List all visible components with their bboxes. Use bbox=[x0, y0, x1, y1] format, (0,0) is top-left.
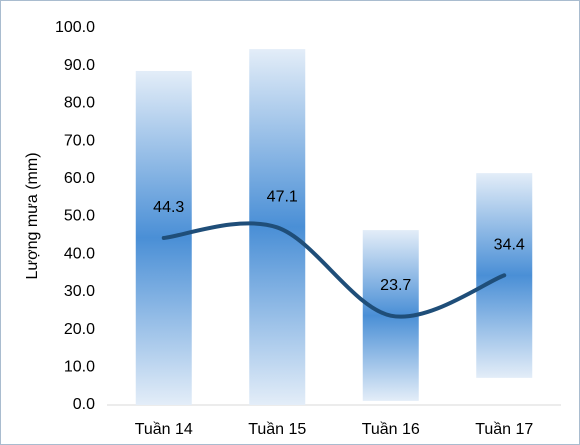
y-tick-label: 60.0 bbox=[64, 170, 95, 187]
x-tick-label: Tuần 15 bbox=[248, 421, 306, 438]
line bbox=[161, 221, 507, 319]
y-tick-label: 80.0 bbox=[64, 95, 95, 112]
y-tick-label: 100.0 bbox=[55, 19, 95, 36]
y-axis-title: Lượng mưa (mm) bbox=[24, 152, 41, 279]
y-tick-label: 90.0 bbox=[64, 57, 95, 74]
y-tick-label: 10.0 bbox=[64, 359, 95, 376]
y-tick-label: 70.0 bbox=[64, 132, 95, 149]
y-tick-label: 20.0 bbox=[64, 321, 95, 338]
x-tick-label: Tuần 17 bbox=[475, 421, 533, 438]
data-label: 34.4 bbox=[494, 237, 525, 254]
y-tick-label: 50.0 bbox=[64, 208, 95, 225]
data-label: 44.3 bbox=[153, 199, 184, 216]
data-label: 23.7 bbox=[380, 277, 411, 294]
data-label: 47.1 bbox=[267, 189, 298, 206]
y-tick-label: 0.0 bbox=[73, 396, 95, 413]
y-tick-label: 30.0 bbox=[64, 283, 95, 300]
x-tick-label: Tuần 16 bbox=[362, 421, 420, 438]
x-tick-label: Tuần 14 bbox=[135, 421, 193, 438]
y-tick-label: 40.0 bbox=[64, 245, 95, 262]
